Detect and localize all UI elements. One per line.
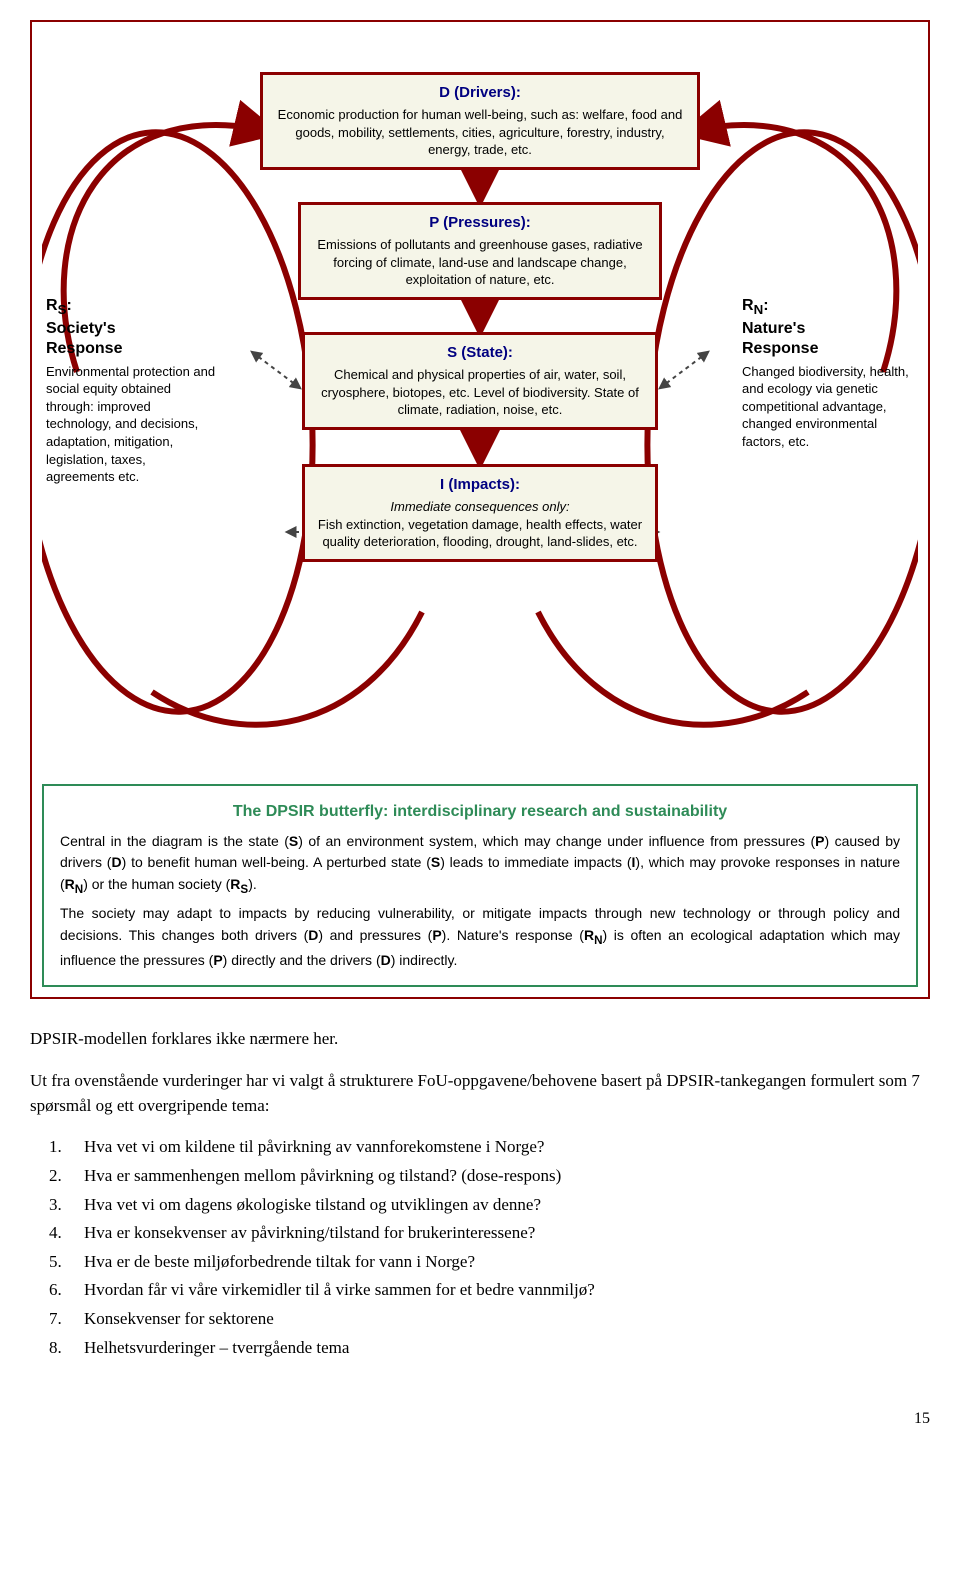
node-nature-response: RN:Nature'sResponse Changed biodiversity… — [742, 296, 912, 451]
question-item: Konsekvenser for sektorene — [66, 1307, 930, 1332]
node-pressures-body: Emissions of pollutants and greenhouse g… — [311, 236, 649, 289]
question-list: Hva vet vi om kildene til påvirkning av … — [30, 1135, 930, 1360]
caption-title: The DPSIR butterfly: interdisciplinary r… — [60, 800, 900, 825]
node-society-title: RS:Society'sResponse — [46, 296, 216, 359]
question-item: Hva er sammenhengen mellom påvirkning og… — [66, 1164, 930, 1189]
question-item: Hvordan får vi våre virkemidler til å vi… — [66, 1278, 930, 1303]
node-state-title: S (State): — [315, 343, 645, 363]
node-impacts-title: I (Impacts): — [315, 475, 645, 495]
node-drivers-body: Economic production for human well-being… — [273, 106, 687, 159]
node-drivers: D (Drivers): Economic production for hum… — [260, 72, 700, 170]
node-state: S (State): Chemical and physical propert… — [302, 332, 658, 430]
node-pressures: P (Pressures): Emissions of pollutants a… — [298, 202, 662, 300]
node-nature-body: Changed biodiversity, health, and ecolog… — [742, 363, 912, 451]
question-item: Hva vet vi om kildene til påvirkning av … — [66, 1135, 930, 1160]
question-item: Helhetsvurderinger – tverrgående tema — [66, 1336, 930, 1361]
diagram-area: D (Drivers): Economic production for hum… — [42, 32, 918, 772]
node-pressures-title: P (Pressures): — [311, 213, 649, 233]
body-line-1: DPSIR-modellen forklares ikke nærmere he… — [30, 1027, 930, 1052]
diagram-frame: D (Drivers): Economic production for hum… — [30, 20, 930, 999]
page-number: 15 — [30, 1410, 930, 1428]
caption-box: The DPSIR butterfly: interdisciplinary r… — [42, 784, 918, 987]
node-society-response: RS:Society'sResponse Environmental prote… — [46, 296, 216, 486]
body-text: DPSIR-modellen forklares ikke nærmere he… — [30, 1027, 930, 1360]
node-society-body: Environmental protection and social equi… — [46, 363, 216, 486]
body-line-2: Ut fra ovenstående vurderinger har vi va… — [30, 1069, 930, 1118]
caption-p2: The society may adapt to impacts by redu… — [60, 903, 900, 971]
node-state-body: Chemical and physical properties of air,… — [315, 366, 645, 419]
question-item: Hva er de beste miljøforbedrende tiltak … — [66, 1250, 930, 1275]
node-impacts-subtitle: Immediate consequences only: — [315, 498, 645, 516]
node-impacts-body: Fish extinction, vegetation damage, heal… — [315, 516, 645, 551]
caption-p1: Central in the diagram is the state (S) … — [60, 831, 900, 899]
node-impacts: I (Impacts): Immediate consequences only… — [302, 464, 658, 562]
question-item: Hva vet vi om dagens økologiske tilstand… — [66, 1193, 930, 1218]
node-drivers-title: D (Drivers): — [273, 83, 687, 103]
question-item: Hva er konsekvenser av påvirkning/tilsta… — [66, 1221, 930, 1246]
node-nature-title: RN:Nature'sResponse — [742, 296, 912, 359]
